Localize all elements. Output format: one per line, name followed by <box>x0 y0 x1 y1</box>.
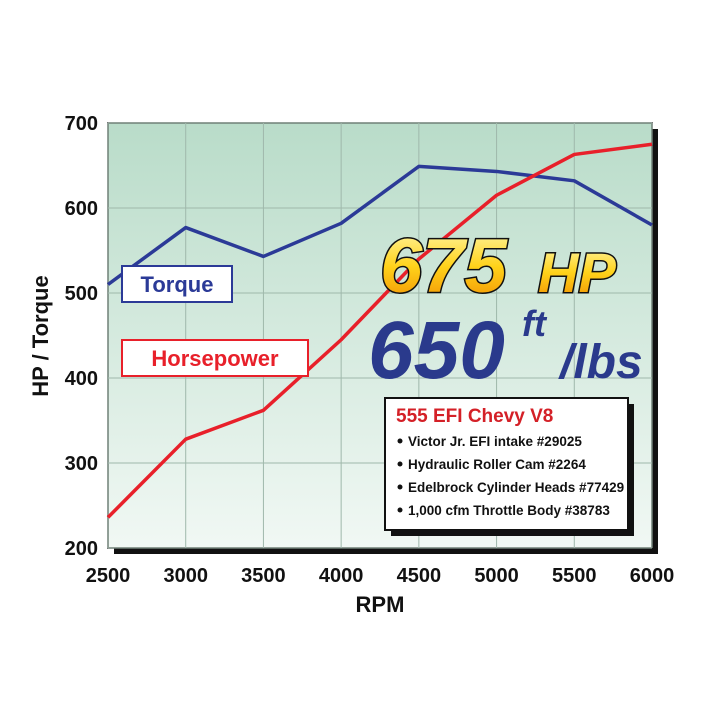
headline-unit: HP <box>538 241 616 304</box>
legend-torque: Torque <box>121 265 233 303</box>
headline-number: 650 <box>368 305 505 396</box>
bullet <box>397 461 403 467</box>
info-item: Victor Jr. EFI intake #29025 <box>408 434 582 449</box>
series-line <box>106 164 653 286</box>
bullet <box>397 438 403 444</box>
info-box: 555 EFI Chevy V8 Victor Jr. EFI intake #… <box>384 397 634 536</box>
y-tick-label: 600 <box>65 198 98 220</box>
y-axis-label: HP / Torque <box>28 275 53 396</box>
series-line <box>106 142 653 519</box>
y-tick-label: 700 <box>65 113 98 135</box>
x-tick-label: 4000 <box>319 565 364 587</box>
y-tick-label: 500 <box>65 283 98 305</box>
info-title: 555 EFI Chevy V8 <box>396 406 553 427</box>
info-items: Victor Jr. EFI intake #29025 Hydraulic Ro… <box>397 434 624 518</box>
info-item: Edelbrock Cylinder Heads #77429 <box>408 480 624 495</box>
x-tick-label: 5000 <box>474 565 519 587</box>
y-tick-label: 300 <box>65 453 98 475</box>
x-tick-label: 4500 <box>397 565 442 587</box>
x-tick-label: 6000 <box>630 565 675 587</box>
headline-torque: 650 ft /lbs <box>368 303 643 396</box>
x-tick-label: 3500 <box>241 565 286 587</box>
headline-unit: ft <box>522 303 548 344</box>
x-axis-label: RPM <box>356 592 405 617</box>
headline-number: 675 <box>380 224 509 309</box>
legend-label: Horsepower <box>151 346 279 371</box>
y-tick-label: 400 <box>65 368 98 390</box>
x-tick-label: 3000 <box>163 565 208 587</box>
legend-box <box>121 265 233 303</box>
lines <box>106 142 653 519</box>
bullet <box>397 507 403 513</box>
info-panel <box>384 397 629 531</box>
headline-hp: 675 HP <box>379 223 618 311</box>
legend-box <box>121 339 309 377</box>
ticks: 2500 3000 3500 4000 4500 5000 5500 6000 200 300 40… <box>65 113 675 587</box>
x-tick-label: 2500 <box>86 565 131 587</box>
bullet <box>397 484 403 490</box>
info-item: Hydraulic Roller Cam #2264 <box>408 457 586 472</box>
legend-label: Torque <box>141 272 214 297</box>
info-item: 1,000 cfm Throttle Body #38783 <box>408 503 610 518</box>
y-tick-label: 200 <box>65 538 98 560</box>
legend-horsepower: Horsepower <box>121 339 309 377</box>
headline-unit: /lbs <box>558 336 643 389</box>
x-tick-label: 5500 <box>552 565 597 587</box>
